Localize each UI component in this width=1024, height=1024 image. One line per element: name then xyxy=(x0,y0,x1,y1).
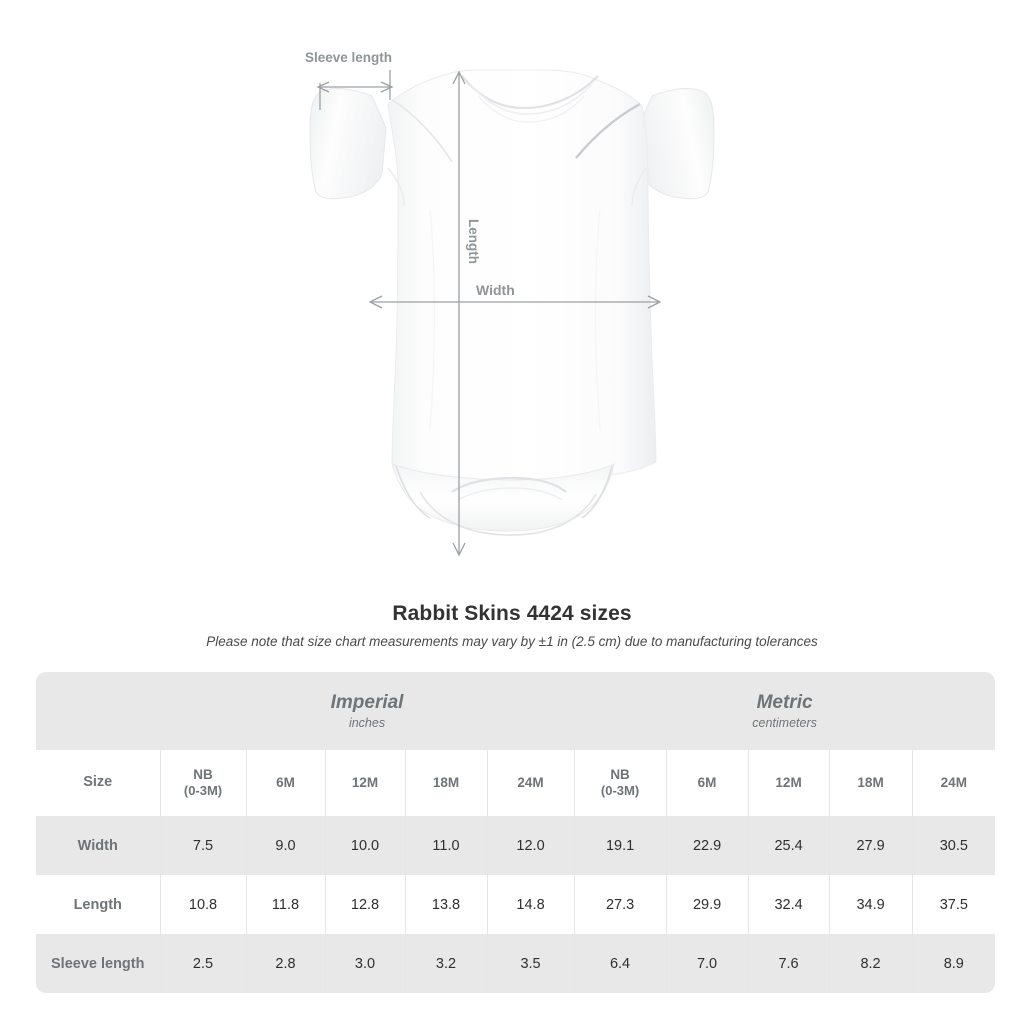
column-header-imperial-12m: 12M xyxy=(325,750,406,816)
col-sublabel: (0-3M) xyxy=(600,783,640,799)
right-sleeve xyxy=(637,88,715,200)
cell-sleeve-imperial-6m: 2.8 xyxy=(246,934,326,993)
cell-width-metric-nb: 19.1 xyxy=(574,816,667,875)
length-label: Length xyxy=(466,219,481,264)
column-header-imperial-nb: NB (0-3M) xyxy=(160,750,247,816)
left-sleeve xyxy=(309,88,387,200)
cell-length-imperial-12m: 12.8 xyxy=(325,875,406,934)
table-row: Sleeve length 2.5 2.8 3.0 3.2 3.5 6.4 7.… xyxy=(36,934,995,993)
column-header-imperial-24m: 24M xyxy=(487,750,575,816)
cell-length-metric-nb: 27.3 xyxy=(574,875,667,934)
cell-width-imperial-nb: 7.5 xyxy=(160,816,247,875)
cell-width-imperial-18m: 11.0 xyxy=(405,816,488,875)
col-sublabel: (0-3M) xyxy=(183,783,223,799)
table-row: Length 10.8 11.8 12.8 13.8 14.8 27.3 29.… xyxy=(36,875,995,934)
cell-width-metric-24m: 30.5 xyxy=(912,816,995,875)
sleeve-length-guide xyxy=(316,70,394,110)
cell-sleeve-metric-24m: 8.9 xyxy=(912,934,995,993)
cell-sleeve-metric-6m: 7.0 xyxy=(666,934,749,993)
left-leg-hem xyxy=(395,465,431,519)
neckline-inner xyxy=(469,83,593,115)
column-header-metric-nb: NB (0-3M) xyxy=(574,750,667,816)
snap-flap-inner xyxy=(457,487,563,501)
cell-length-metric-12m: 32.4 xyxy=(748,875,830,934)
cell-length-imperial-18m: 13.8 xyxy=(405,875,488,934)
size-header-row: Size NB (0-3M) 6M 12M 18M 24M NB (0-3M) … xyxy=(36,750,995,816)
cell-sleeve-imperial-18m: 3.2 xyxy=(405,934,488,993)
unit-banner-row: Imperial inches Metric centimeters xyxy=(36,672,995,750)
row-label-length: Length xyxy=(36,875,161,934)
cell-width-imperial-24m: 12.0 xyxy=(487,816,575,875)
cell-length-imperial-nb: 10.8 xyxy=(160,875,247,934)
cell-width-metric-12m: 25.4 xyxy=(748,816,830,875)
unit-group-imperial: Imperial inches xyxy=(160,672,575,750)
size-chart-table: Imperial inches Metric centimeters Size … xyxy=(36,672,995,993)
cell-sleeve-metric-12m: 7.6 xyxy=(748,934,830,993)
col-label: NB xyxy=(610,767,630,783)
cell-length-metric-24m: 37.5 xyxy=(912,875,995,934)
crotch-outer-edge xyxy=(419,491,597,536)
bodysuit-shape xyxy=(309,69,715,536)
tolerance-note: Please note that size chart measurements… xyxy=(206,634,818,649)
right-armhole-crease xyxy=(631,167,647,207)
col-label: NB xyxy=(193,767,213,783)
cell-sleeve-imperial-nb: 2.5 xyxy=(160,934,247,993)
unit-banner-spacer xyxy=(36,672,160,750)
page-title: Rabbit Skins 4424 sizes xyxy=(392,602,632,625)
column-header-metric-18m: 18M xyxy=(829,750,913,816)
row-label-width: Width xyxy=(36,816,161,875)
column-header-metric-6m: 6M xyxy=(666,750,749,816)
unit-group-metric: Metric centimeters xyxy=(574,672,995,750)
snap-flap xyxy=(451,476,567,493)
cell-width-imperial-6m: 9.0 xyxy=(246,816,326,875)
neckline-rib xyxy=(477,95,585,123)
row-label-sleeve-length: Sleeve length xyxy=(36,934,161,993)
metric-name: Metric xyxy=(756,691,813,713)
cell-width-metric-18m: 27.9 xyxy=(829,816,913,875)
cell-sleeve-metric-nb: 6.4 xyxy=(574,934,667,993)
column-header-imperial-6m: 6M xyxy=(246,750,326,816)
left-armhole-crease xyxy=(387,167,405,207)
cell-sleeve-metric-18m: 8.2 xyxy=(829,934,913,993)
cell-sleeve-imperial-12m: 3.0 xyxy=(325,934,406,993)
cell-width-imperial-12m: 10.0 xyxy=(325,816,406,875)
left-shoulder-seam xyxy=(391,99,453,163)
cell-length-metric-6m: 29.9 xyxy=(666,875,749,934)
right-shoulder-seam xyxy=(575,102,641,159)
garment-illustration: Sleeve length Width Length xyxy=(305,50,715,557)
right-leg-hem xyxy=(581,465,613,519)
width-label: Width xyxy=(476,282,515,298)
table-row: Width 7.5 9.0 10.0 11.0 12.0 19.1 22.9 2… xyxy=(36,816,995,875)
crotch-panel xyxy=(391,463,615,532)
torso xyxy=(387,69,657,482)
sleeve-length-label: Sleeve length xyxy=(305,50,392,65)
cell-width-metric-6m: 22.9 xyxy=(666,816,749,875)
column-header-metric-24m: 24M xyxy=(912,750,995,816)
fabric-fold-1 xyxy=(429,209,436,431)
fabric-fold-2 xyxy=(594,209,601,431)
cell-length-metric-18m: 34.9 xyxy=(829,875,913,934)
imperial-name: Imperial xyxy=(330,691,404,713)
length-guide xyxy=(452,70,466,557)
measurement-guides xyxy=(316,70,662,557)
cell-length-imperial-24m: 14.8 xyxy=(487,875,575,934)
imperial-sub: inches xyxy=(348,716,386,731)
column-header-metric-12m: 12M xyxy=(748,750,830,816)
cell-length-imperial-6m: 11.8 xyxy=(246,875,326,934)
size-header-label: Size xyxy=(36,750,161,816)
cell-sleeve-imperial-24m: 3.5 xyxy=(487,934,575,993)
metric-sub: centimeters xyxy=(752,716,817,731)
column-header-imperial-18m: 18M xyxy=(405,750,488,816)
width-guide xyxy=(368,295,662,309)
